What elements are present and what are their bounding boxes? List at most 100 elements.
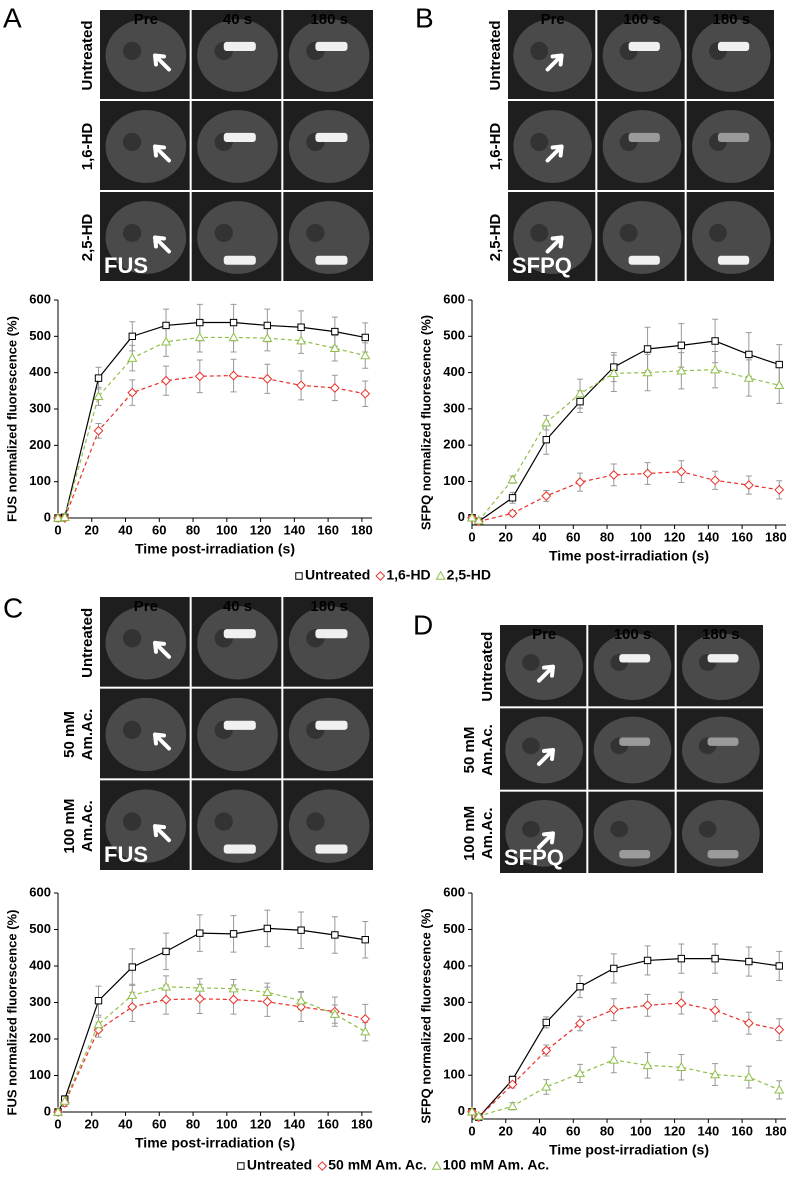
- x-tick-label: 180: [351, 522, 373, 537]
- y-axis-label: SFPQ normalized fluorescence (%): [418, 315, 433, 530]
- y-tick-label: 300: [443, 400, 465, 415]
- marker: [295, 572, 303, 580]
- marker: [431, 1160, 442, 1170]
- damage-stripe: [223, 132, 256, 142]
- marker: [94, 996, 103, 1005]
- damage-stripe: [707, 654, 739, 663]
- x-tick-label: 140: [697, 529, 719, 544]
- nucleolus: [530, 223, 549, 243]
- x-tick-label: 60: [152, 1116, 166, 1131]
- marker: [774, 484, 785, 495]
- marker: [710, 1069, 721, 1079]
- y-tick-label: 100: [443, 1067, 465, 1082]
- marker: [331, 327, 339, 336]
- marker: [775, 360, 783, 369]
- arrow: [152, 640, 171, 659]
- damage-stripe: [315, 720, 348, 730]
- marker: [710, 475, 721, 486]
- nucleus: [593, 800, 672, 867]
- x-tick-label: 100: [630, 1123, 652, 1138]
- x-tick-label: 40: [118, 522, 132, 537]
- x-tick-label: 60: [566, 529, 580, 544]
- y-axis-label: FUS normalized fluorescence (%): [4, 910, 19, 1116]
- damage-stripe: [315, 132, 348, 142]
- marker: [128, 332, 136, 341]
- x-tick-label: 120: [250, 1116, 272, 1131]
- marker: [435, 570, 446, 580]
- y-tick-label: 200: [29, 437, 51, 452]
- x-tick-label: 140: [283, 1116, 305, 1131]
- marker: [576, 397, 584, 406]
- y-tick-label: 200: [443, 1030, 465, 1045]
- x-tick-label: 120: [664, 529, 686, 544]
- marker: [574, 388, 586, 398]
- damage-stripe: [628, 132, 660, 142]
- panel-letter: A: [3, 2, 22, 33]
- nucleus: [593, 633, 672, 701]
- marker: [94, 374, 103, 382]
- marker: [297, 323, 305, 331]
- nucleolus: [214, 812, 233, 831]
- y-tick-label: 600: [29, 291, 51, 306]
- nucleus: [602, 201, 682, 274]
- marker: [642, 1000, 653, 1011]
- nucleus: [288, 697, 370, 772]
- row-label: 100 mM: [461, 806, 478, 861]
- damage-stripe: [223, 720, 256, 730]
- nucleus: [105, 606, 187, 680]
- damage-stripe: [223, 255, 256, 265]
- y-tick-label: 400: [443, 957, 465, 972]
- nucleolus: [610, 820, 629, 838]
- damage-stripe: [315, 844, 348, 854]
- x-tick-label: 80: [186, 522, 200, 537]
- y-tick-label: 600: [29, 884, 51, 899]
- y-tick-label: 0: [44, 509, 51, 524]
- x-tick-label: 20: [85, 1116, 99, 1131]
- marker: [228, 983, 239, 993]
- marker: [296, 995, 307, 1005]
- series-line: [471, 958, 780, 1119]
- marker: [774, 380, 785, 389]
- damage-stripe: [628, 255, 660, 265]
- series-line: [57, 321, 366, 519]
- y-tick-label: 300: [443, 994, 465, 1009]
- y-tick-label: 100: [443, 473, 465, 488]
- y-tick-label: 600: [443, 291, 465, 306]
- marker: [743, 1018, 754, 1029]
- y-tick-label: 200: [29, 1030, 51, 1045]
- x-tick-label: 80: [600, 1123, 614, 1138]
- marker: [93, 1019, 104, 1029]
- nucleolus: [306, 812, 325, 831]
- column-label: Pre: [541, 11, 565, 28]
- x-tick-label: 60: [566, 1123, 580, 1138]
- x-tick-label: 80: [600, 529, 614, 544]
- marker: [263, 924, 272, 933]
- marker: [608, 1004, 619, 1015]
- y-tick-label: 100: [29, 1067, 51, 1082]
- row-label: Am.Ac.: [479, 724, 496, 776]
- marker: [575, 477, 585, 488]
- nucleus: [681, 716, 760, 784]
- row-label: Am.Ac.: [79, 709, 96, 761]
- y-axis-label: SFPQ normalized fluorescence (%): [418, 908, 433, 1123]
- nucleus: [288, 19, 370, 92]
- arrow: [153, 732, 171, 751]
- nucleolus: [122, 812, 142, 831]
- nucleolus: [698, 820, 717, 838]
- nucleolus: [214, 223, 233, 243]
- series-line: [57, 986, 366, 1113]
- marker: [608, 470, 619, 480]
- series-line: [57, 998, 366, 1113]
- marker: [575, 1018, 585, 1029]
- nucleus: [288, 789, 370, 863]
- marker: [542, 436, 550, 444]
- marker: [574, 1068, 586, 1078]
- marker: [360, 1014, 371, 1024]
- marker: [677, 341, 686, 350]
- arrow: [537, 748, 555, 766]
- marker: [710, 364, 721, 374]
- panel-letter: D: [413, 609, 433, 640]
- nucleus: [197, 110, 278, 183]
- y-tick-label: 500: [443, 328, 465, 343]
- y-tick-label: 400: [443, 364, 465, 379]
